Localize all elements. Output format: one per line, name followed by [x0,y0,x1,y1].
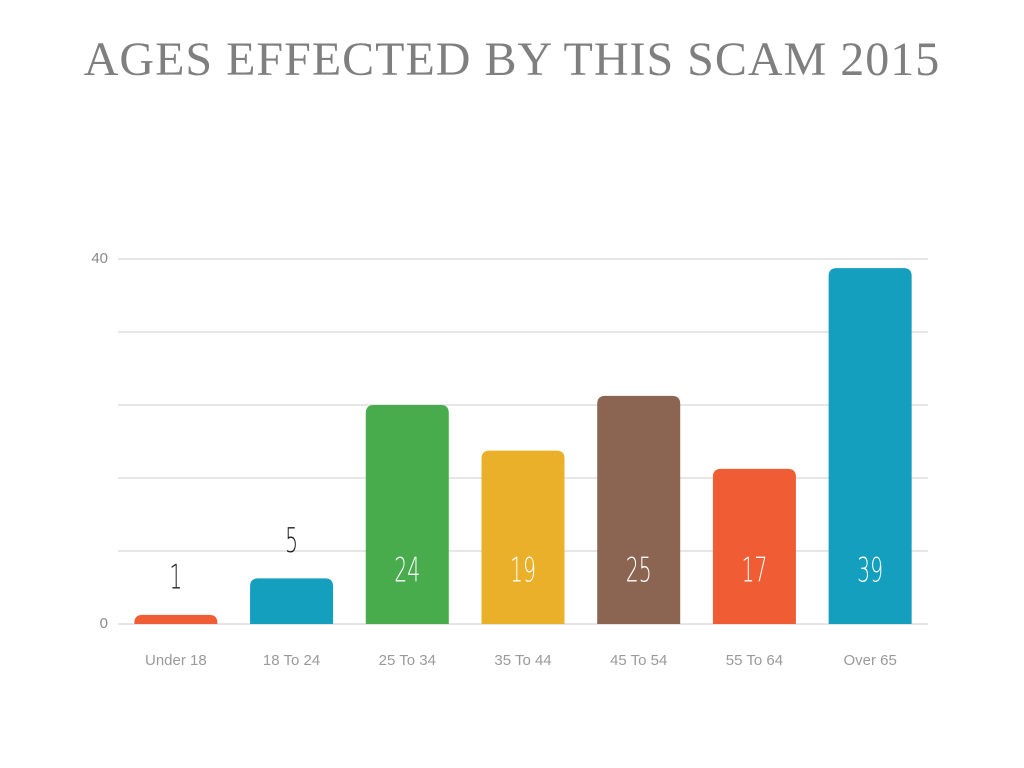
x-tick-label: 55 To 64 [726,652,783,669]
x-tick-label: 25 To 34 [379,652,436,669]
value-label: 17 [741,550,767,590]
value-label: 1 [169,557,182,597]
x-tick-label: 45 To 54 [610,652,667,669]
bar [250,578,334,624]
y-tick-label: 0 [100,615,108,632]
y-tick-label: 40 [91,250,108,267]
x-tick-label: 18 To 24 [263,652,320,669]
chart-title: AGES EFFECTED BY THIS SCAM 2015 [84,33,940,86]
value-label: 5 [285,521,298,561]
value-label: 25 [626,550,652,590]
value-label: 24 [394,550,420,590]
bar [712,468,796,624]
x-tick-label: Under 18 [145,652,207,669]
bar [481,450,565,624]
value-label: 19 [510,550,536,590]
x-tick-label: Over 65 [843,652,896,669]
bar [134,614,218,624]
bar [597,395,681,624]
bar [828,268,912,624]
value-label: 39 [857,550,883,590]
x-tick-label: 35 To 44 [494,652,551,669]
bar [365,405,449,624]
